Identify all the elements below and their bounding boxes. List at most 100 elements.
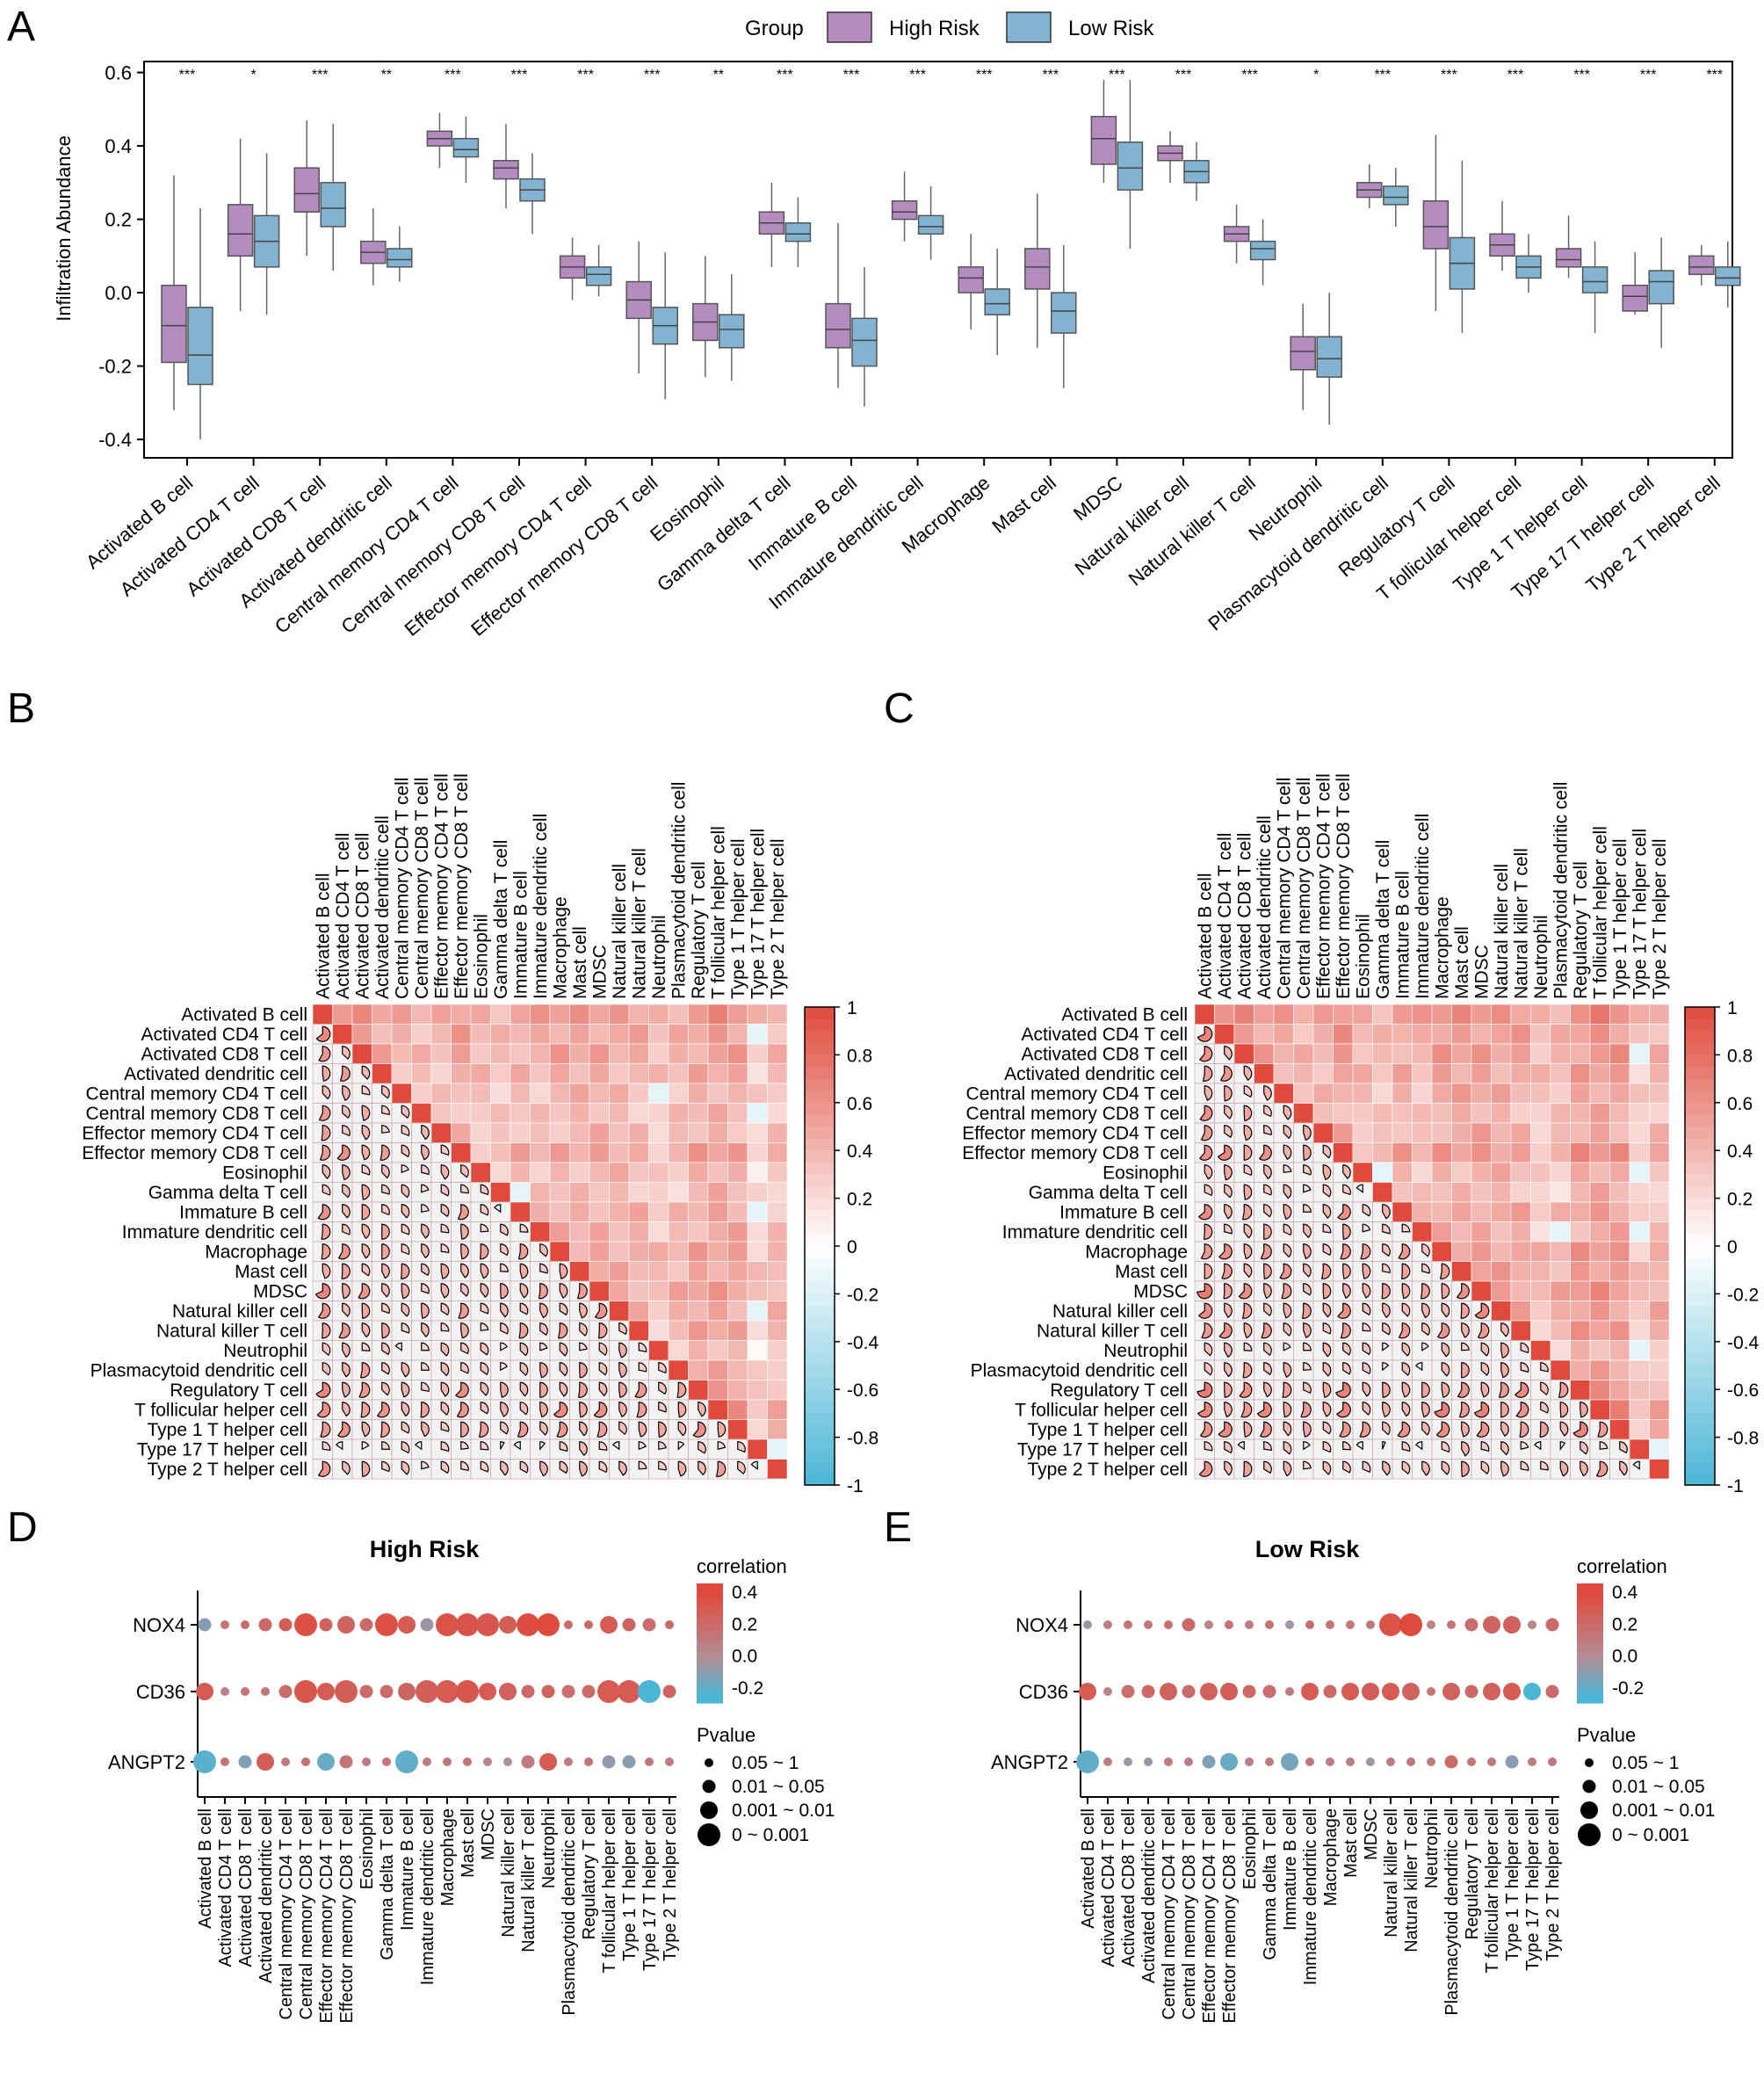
heatmap-cell bbox=[1392, 1024, 1413, 1045]
heatmap-cell bbox=[1649, 1043, 1670, 1064]
heatmap-cell bbox=[1530, 1043, 1551, 1064]
heatmap-pie-slice bbox=[1303, 1164, 1312, 1176]
correlation-dot bbox=[278, 1685, 293, 1699]
heatmap-cell bbox=[767, 1162, 788, 1183]
heatmap-pie-slice bbox=[1322, 1283, 1332, 1300]
heatmap-col-label: Activated CD4 T cell bbox=[333, 833, 353, 999]
heatmap-pie-slice bbox=[1260, 1243, 1272, 1260]
heatmap-pie-slice bbox=[460, 1342, 469, 1355]
heatmap-cell bbox=[1530, 1280, 1551, 1301]
significance-mark: *** bbox=[1507, 68, 1524, 83]
heatmap-pie-slice bbox=[361, 1125, 371, 1141]
heatmap-pie-slice bbox=[318, 1105, 331, 1121]
heatmap-cell bbox=[688, 1043, 709, 1064]
heatmap-cell bbox=[1412, 1162, 1433, 1183]
color-legend-segment bbox=[697, 1599, 723, 1605]
heatmap-pie-slice bbox=[337, 1243, 351, 1260]
heatmap-cell bbox=[569, 1142, 590, 1163]
correlation-dot bbox=[380, 1685, 394, 1699]
correlation-dot bbox=[1242, 1685, 1256, 1699]
colorbar-segment bbox=[1685, 1234, 1715, 1247]
heatmap-pie-slice bbox=[1198, 1046, 1213, 1062]
heatmap-pie-slice bbox=[658, 1362, 667, 1374]
heatmap-cell bbox=[628, 1043, 649, 1064]
heatmap-cell bbox=[1471, 1063, 1492, 1084]
heatmap-cell bbox=[1570, 1201, 1591, 1222]
heatmap-cell bbox=[1570, 1083, 1591, 1104]
heatmap-col-label: Activated dendritic cell bbox=[1254, 815, 1275, 999]
heatmap-pie-slice bbox=[1303, 1381, 1312, 1395]
heatmap-pie-slice bbox=[401, 1441, 410, 1454]
heatmap-cell bbox=[1649, 1221, 1670, 1243]
heatmap-diagonal-cell bbox=[332, 1024, 353, 1045]
heatmap-cell bbox=[510, 1142, 531, 1163]
heatmap-diagonal-cell bbox=[470, 1162, 491, 1183]
color-legend-segment bbox=[1577, 1587, 1603, 1592]
heatmap-cell bbox=[668, 1241, 689, 1262]
heatmap-cell bbox=[470, 1024, 491, 1045]
heatmap-pie-slice bbox=[1263, 1164, 1272, 1180]
heatmap-pie-slice bbox=[460, 1441, 469, 1450]
heatmap-cell bbox=[628, 1301, 649, 1322]
heatmap-pie-slice bbox=[361, 1223, 371, 1240]
size-legend-title: Pvalue bbox=[1577, 1724, 1636, 1746]
correlation-dot bbox=[1220, 1753, 1238, 1771]
legend-title: Group bbox=[745, 17, 804, 40]
heatmap-cell bbox=[767, 1142, 788, 1163]
heatmap-cell bbox=[549, 1201, 570, 1222]
correlation-dot bbox=[1326, 1620, 1334, 1629]
correlation-dot bbox=[564, 1757, 573, 1766]
heatmap-cell bbox=[490, 1103, 511, 1124]
heatmap-pie-slice bbox=[618, 1421, 627, 1436]
heatmap-cell bbox=[747, 1201, 768, 1222]
heatmap-pie-slice bbox=[1401, 1283, 1411, 1300]
heatmap-pie-slice bbox=[322, 1263, 331, 1279]
heatmap-cell bbox=[688, 1142, 709, 1163]
heatmap-cell bbox=[510, 1182, 531, 1203]
heatmap-cell bbox=[727, 1359, 748, 1380]
correlation-dot bbox=[335, 1680, 358, 1703]
heatmap-pie-slice bbox=[421, 1204, 430, 1213]
heatmap-pie-slice bbox=[1441, 1460, 1450, 1475]
heatmap-pie-slice bbox=[1283, 1302, 1292, 1319]
heatmap-cell bbox=[688, 1241, 709, 1262]
heatmap-pie-slice bbox=[677, 1402, 687, 1418]
heatmap-cell bbox=[727, 1083, 748, 1104]
heatmap-pie-slice bbox=[1243, 1243, 1253, 1260]
heatmap-pie-slice bbox=[480, 1362, 489, 1376]
color-legend-label: 0.0 bbox=[1612, 1647, 1637, 1667]
colorbar-tick-label: 0.4 bbox=[847, 1141, 873, 1162]
colorbar-tick-label: -0.2 bbox=[1727, 1285, 1759, 1305]
heatmap-diagonal-cell bbox=[1333, 1142, 1354, 1163]
heatmap-row-label: Macrophage bbox=[1085, 1242, 1188, 1262]
heatmap-cell bbox=[1530, 1024, 1551, 1045]
significance-labels: *** * *** ** *** *** *** *** ** *** *** *** *** *** **… bbox=[179, 68, 1723, 83]
heatmap-cell bbox=[549, 1004, 570, 1025]
heatmap-pie-slice bbox=[1263, 1283, 1272, 1300]
heatmap-pie-slice bbox=[322, 1164, 331, 1179]
heatmap-pie-slice bbox=[361, 1302, 371, 1319]
heatmap-pie-slice bbox=[1540, 1362, 1549, 1373]
heatmap-cell bbox=[1649, 1103, 1670, 1124]
colorbar-segment bbox=[805, 1449, 835, 1462]
heatmap-pie-slice bbox=[539, 1402, 548, 1418]
heatmap-cell bbox=[510, 1162, 531, 1183]
heatmap-pie-slice bbox=[1362, 1283, 1371, 1299]
heatmap-cell bbox=[1333, 1083, 1354, 1104]
heatmap-cell bbox=[668, 1182, 689, 1203]
heatmap-pie-slice bbox=[618, 1460, 627, 1476]
correlation-dot bbox=[1182, 1685, 1196, 1699]
heatmap-diagonal-cell bbox=[1451, 1261, 1472, 1282]
color-legend-segment bbox=[1577, 1683, 1603, 1688]
heatmap-pie-slice bbox=[421, 1460, 430, 1470]
heatmap-cell bbox=[1609, 1320, 1630, 1341]
heatmap-cell bbox=[372, 1004, 393, 1025]
heatmap-cell bbox=[707, 1221, 728, 1243]
heatmap-col-label: Gamma delta T cell bbox=[491, 840, 511, 999]
correlation-dot bbox=[1245, 1757, 1254, 1766]
heatmap-row-label: Natural killer T cell bbox=[156, 1321, 307, 1341]
colorbar-tick-label: 0.6 bbox=[1727, 1094, 1753, 1114]
heatmap-cell bbox=[747, 1399, 768, 1420]
heatmap-cell bbox=[530, 1043, 551, 1064]
x-tick-label: Activated B cell bbox=[196, 1808, 215, 1929]
